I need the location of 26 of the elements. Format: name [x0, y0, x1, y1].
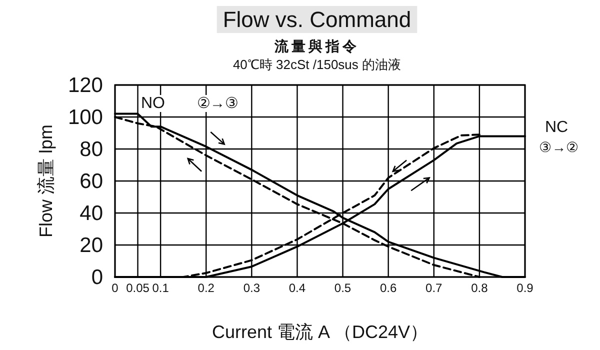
text: NC [545, 119, 568, 136]
x-tick-label: 0.9 [516, 281, 534, 295]
x-tick-label: 0.8 [471, 281, 488, 295]
title: Flow vs. Command [216, 6, 418, 33]
y-tick-label: 40 [80, 202, 103, 225]
text: ③→② [539, 139, 579, 155]
y-tick-label: 100 [68, 106, 103, 129]
x-tick-label: 0.05 [126, 281, 150, 295]
y-tick-label: 60 [80, 170, 103, 193]
annotation: ②→③ [197, 95, 238, 112]
x-tick-label: 0.1 [152, 281, 170, 295]
x-tick-label: 0.6 [380, 281, 397, 295]
x-axis-title: Current 電流 A （DC24V） [212, 322, 428, 342]
x-tick-label: 0.7 [426, 281, 443, 295]
x-tick-label: 0.4 [288, 281, 306, 295]
text: 40℃時 32cSt /150sus 的油液 [232, 57, 402, 72]
annotation: NO [141, 95, 165, 112]
y-axis-title: Flow 流量 lpm [36, 124, 56, 238]
y-tick-label: 80 [80, 138, 103, 161]
x-tick-label: 0 [112, 281, 119, 295]
x-tick-label: 0.2 [198, 281, 215, 295]
x-tick-label: 0.5 [334, 281, 352, 295]
y-tick-label: 20 [80, 234, 103, 257]
x-tick-label: 0.3 [243, 281, 260, 295]
chart-subtitle: 流量與指令 [274, 38, 360, 54]
y-tick-label: 120 [68, 74, 103, 97]
